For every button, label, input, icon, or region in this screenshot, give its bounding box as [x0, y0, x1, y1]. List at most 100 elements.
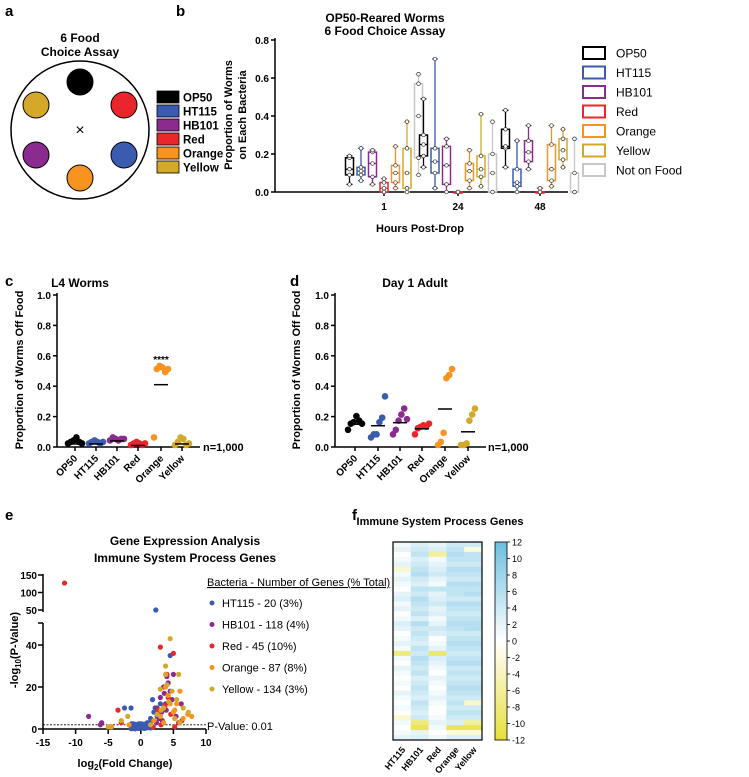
- data-point: [393, 144, 398, 149]
- x-tick-label: 0: [138, 738, 144, 749]
- x-axis-label-part: log: [78, 758, 95, 770]
- data-point: [381, 186, 387, 191]
- data-point: [444, 136, 449, 141]
- food-spot-red: [110, 91, 138, 119]
- heatmap-cell: [410, 670, 429, 676]
- data-point-red: [425, 420, 433, 428]
- data-point: [393, 163, 398, 168]
- heatmap-cell: [428, 631, 447, 637]
- y-tick-label: 0.4: [255, 112, 269, 123]
- food-spot-hb101: [22, 141, 50, 169]
- heatmap-cell: [393, 700, 412, 706]
- data-point: [455, 189, 461, 195]
- data-point: [537, 186, 543, 191]
- heatmap-cell: [428, 735, 447, 741]
- heatmap-cell: [464, 566, 483, 572]
- data-point: [393, 180, 398, 185]
- data-point: [421, 132, 426, 138]
- y-tick-label: 0.6: [315, 352, 329, 363]
- food-spot-op50: [66, 68, 94, 96]
- heatmap-cell: [393, 670, 412, 676]
- heatmap-cell: [446, 725, 465, 731]
- y-tick-label: 0: [31, 725, 37, 736]
- heatmap-cell: [428, 606, 447, 612]
- heatmap-cell: [393, 650, 412, 657]
- data-point: [490, 170, 495, 176]
- heatmap-cell: [446, 641, 465, 647]
- y-tick-label: 50: [26, 606, 38, 617]
- heatmap-cell: [410, 606, 429, 612]
- heatmap-cell: [428, 670, 447, 676]
- colorbar-tick-label: 10: [512, 554, 522, 564]
- data-point-orange: [151, 718, 157, 724]
- heatmap-cell: [410, 660, 429, 667]
- heatmap-cell: [428, 641, 447, 647]
- heatmap-cell: [410, 715, 429, 721]
- heatmap-cell: [410, 571, 429, 577]
- data-point-orange: [440, 429, 447, 437]
- data-point: [514, 180, 520, 185]
- y-tick-label: 0.6: [37, 352, 51, 363]
- x-tick-label: -10: [68, 738, 83, 749]
- data-point-yellow: [471, 405, 479, 412]
- heatmap-cell: [464, 705, 483, 711]
- data-point: [393, 186, 398, 191]
- heatmap-cell: [464, 675, 483, 681]
- heatmap-cell: [410, 601, 429, 607]
- food-spot-orange: [66, 164, 94, 192]
- heatmap-cell: [446, 571, 465, 577]
- data-point: [381, 180, 387, 185]
- heatmap-cell: [446, 690, 465, 696]
- data-point-yellow: [162, 671, 169, 678]
- y-axis-label: on Each Bacteria: [237, 69, 249, 159]
- data-point-orange: [445, 371, 453, 379]
- data-point-ht115: [136, 725, 142, 731]
- legend-label: Not on Food: [616, 164, 682, 178]
- heatmap-cell: [393, 705, 412, 711]
- heatmap-cell: [410, 542, 429, 548]
- heatmap-cell: [446, 670, 465, 676]
- heatmap-cell: [393, 660, 412, 667]
- legend-label: HB101: [616, 86, 653, 100]
- colorbar-tick-label: 6: [512, 587, 517, 597]
- heatmap-cell: [410, 611, 429, 617]
- y-tick-label: 0.0: [255, 188, 269, 199]
- legend-swatch: [582, 124, 606, 138]
- heatmap-cell: [428, 546, 447, 553]
- data-point: [526, 138, 531, 143]
- heatmap-cell: [464, 685, 483, 691]
- x-tick-label: HB101: [375, 453, 405, 483]
- heatmap-cell: [446, 551, 465, 558]
- data-point: [370, 161, 375, 166]
- heatmap-cell: [410, 700, 429, 706]
- heatmap-cell: [428, 720, 447, 726]
- data-point: [381, 189, 387, 195]
- data-point: [526, 159, 531, 164]
- heatmap-cell: [393, 720, 412, 726]
- heatmap-cell: [393, 631, 412, 637]
- data-point-ht115: [157, 701, 163, 707]
- heatmap-cell: [464, 596, 483, 602]
- heatmap-cell: [446, 645, 465, 652]
- data-point: [404, 186, 410, 191]
- legend-label: HB101 - 118 (4%): [222, 620, 309, 632]
- data-point: [421, 96, 426, 102]
- heatmap-cell: [410, 576, 429, 582]
- heatmap-cell: [446, 680, 465, 686]
- panel-label-e: e: [5, 507, 13, 524]
- heatmap-cell: [464, 601, 483, 607]
- legend-swatch: [582, 143, 606, 158]
- data-point: [381, 176, 387, 181]
- data-point-yellow: [180, 705, 186, 711]
- colorbar-tick-label: -2: [512, 653, 520, 663]
- data-point-orange: [177, 688, 183, 694]
- threshold-label: P-Value: 0.01: [207, 721, 273, 733]
- data-point-ht115: [153, 607, 159, 613]
- data-point-red: [170, 650, 176, 657]
- colorbar-tick-label: 0: [512, 637, 517, 647]
- panel-label-d: d: [290, 273, 299, 290]
- heatmap-cell: [464, 591, 483, 597]
- x-tick-label: -5: [104, 738, 113, 749]
- data-point: [467, 178, 472, 183]
